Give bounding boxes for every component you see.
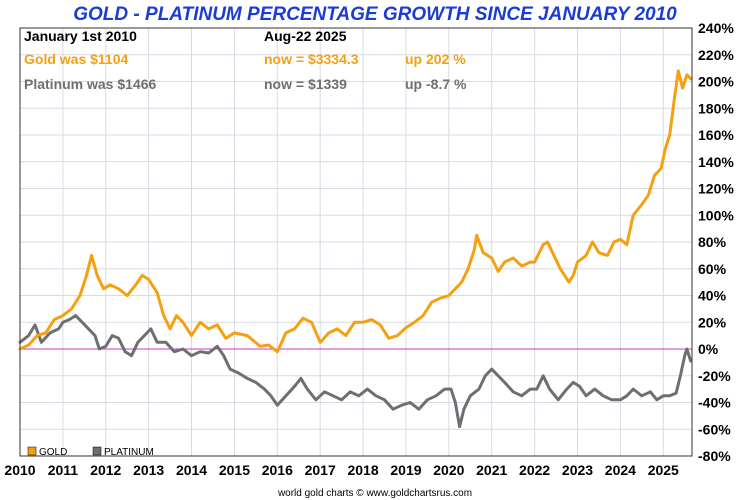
y-tick-label: 120% [698,181,734,197]
platinum-now-label: now = $1339 [264,76,347,92]
legend-swatch-platinum [92,446,102,456]
y-tick-label: -60% [698,421,731,437]
x-tick-label: 2025 [648,462,679,478]
y-tick-label: 80% [698,234,727,250]
y-tick-label: 60% [698,261,727,277]
series-layer [18,69,693,429]
y-tick-label: 240% [698,20,734,36]
header-end-label: Aug-22 2025 [264,28,347,44]
series-line-platinum [18,314,693,429]
x-axis: 2010 2011 2012 2013 2014 2015 2016 2017 2018 2019… [4,462,679,478]
gold-now-label: now = $3334.3 [264,51,359,67]
platinum-was-label: Platinum was $1466 [24,76,157,92]
x-tick-label: 2023 [562,462,593,478]
legend: GOLD PLATINUM [27,446,154,458]
y-tick-label: 180% [698,100,734,116]
x-tick-label: 2017 [305,462,336,478]
y-tick-label: -80% [698,448,731,464]
x-tick-label: 2015 [219,462,250,478]
x-tick-label: 2013 [133,462,164,478]
x-tick-label: 2012 [90,462,121,478]
series-line-gold [18,69,693,354]
y-tick-label: 140% [698,154,734,170]
y-tick-label: 220% [698,47,734,63]
x-tick-label: 2024 [605,462,636,478]
y-tick-label: -40% [698,395,731,411]
platinum-change-label: up -8.7 % [405,76,467,92]
header-start-label: January 1st 2010 [24,28,137,44]
y-tick-label: 20% [698,314,727,330]
plot-frame [19,27,693,457]
x-tick-label: 2019 [390,462,421,478]
y-tick-label: 40% [698,288,727,304]
x-tick-label: 2018 [347,462,378,478]
chart-title: GOLD - PLATINUM PERCENTAGE GROWTH SINCE … [73,4,677,25]
x-tick-label: 2020 [433,462,464,478]
y-tick-label: 100% [698,207,734,223]
y-tick-label: 0% [698,341,719,357]
x-tick-label: 2022 [519,462,550,478]
y-axis: 240% 220% 200% 180% 160% 140% 120% 100% 80% 60% 40… [698,20,734,464]
gold-was-label: Gold was $1104 [24,51,128,67]
x-tick-label: 2010 [4,462,35,478]
y-tick-label: -20% [698,368,731,384]
x-tick-label: 2014 [176,462,207,478]
x-tick-label: 2016 [262,462,293,478]
legend-label-platinum: PLATINUM [104,447,154,458]
x-tick-label: 2021 [476,462,507,478]
legend-swatch-gold [27,446,37,456]
gold-change-label: up 202 % [405,51,466,67]
legend-label-gold: GOLD [39,447,67,458]
source-credit: world gold charts © www.goldchartsrus.co… [277,488,472,499]
x-tick-label: 2011 [48,462,79,478]
y-tick-label: 160% [698,127,734,143]
y-tick-label: 200% [698,74,734,90]
